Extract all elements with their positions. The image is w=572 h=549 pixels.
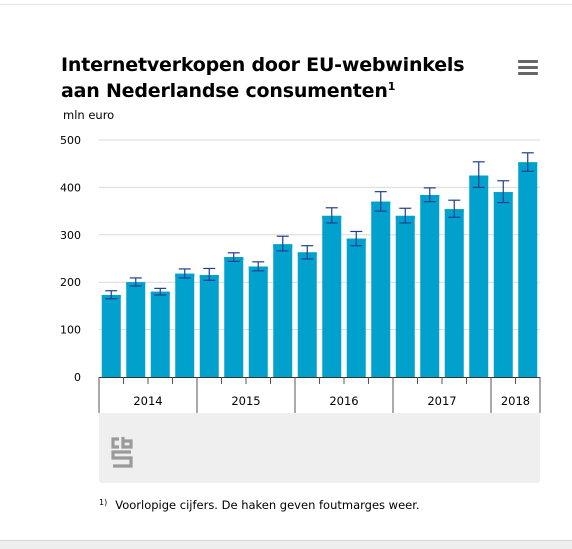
x-year-label: 2018 xyxy=(501,394,530,408)
bar xyxy=(224,257,244,377)
bar xyxy=(297,252,317,377)
footnote: 1) Voorlopige cijfers. De haken geven fou… xyxy=(99,498,420,512)
hamburger-menu-icon-line xyxy=(518,72,538,75)
bar xyxy=(322,215,342,377)
chart-title-text: Internetverkopen door EU-webwinkels aan … xyxy=(61,54,465,102)
bar xyxy=(199,275,219,377)
bar xyxy=(469,175,489,377)
x-year-label: 2015 xyxy=(231,394,260,408)
bar xyxy=(371,201,391,377)
bar xyxy=(346,238,366,377)
bar xyxy=(150,291,170,377)
bar xyxy=(518,162,538,377)
y-tick-label: 100 xyxy=(60,324,81,337)
x-year-label: 2016 xyxy=(329,394,358,408)
y-tick-label: 400 xyxy=(60,181,81,194)
bar xyxy=(248,266,268,377)
hamburger-menu-icon-line xyxy=(518,66,538,69)
bar xyxy=(273,244,293,377)
bar xyxy=(493,192,513,377)
bar xyxy=(420,194,440,377)
y-tick-label: 300 xyxy=(60,229,81,242)
bottom-scroll-band xyxy=(0,540,572,549)
x-year-label: 2014 xyxy=(133,394,162,408)
bar xyxy=(444,209,464,377)
chart-menu-button[interactable] xyxy=(516,58,540,78)
chart-title: Internetverkopen door EU-webwinkels aan … xyxy=(61,52,501,107)
x-year-label: 2017 xyxy=(427,394,456,408)
hamburger-menu-icon xyxy=(518,60,538,63)
bar xyxy=(126,282,146,377)
bar xyxy=(175,273,195,377)
title-footnote-marker: 1 xyxy=(387,80,396,93)
bar xyxy=(101,294,121,377)
y-tick-label: 0 xyxy=(74,371,81,384)
footnote-text: Voorlopige cijfers. De haken geven foutm… xyxy=(115,498,420,512)
cbs-logo-icon xyxy=(111,437,133,468)
y-axis-unit-label: mln euro xyxy=(63,108,115,122)
y-tick-label: 200 xyxy=(60,276,81,289)
y-tick-label: 500 xyxy=(60,134,81,147)
top-divider xyxy=(0,4,572,5)
footnote-marker: 1) xyxy=(99,498,108,507)
bar xyxy=(395,215,415,377)
